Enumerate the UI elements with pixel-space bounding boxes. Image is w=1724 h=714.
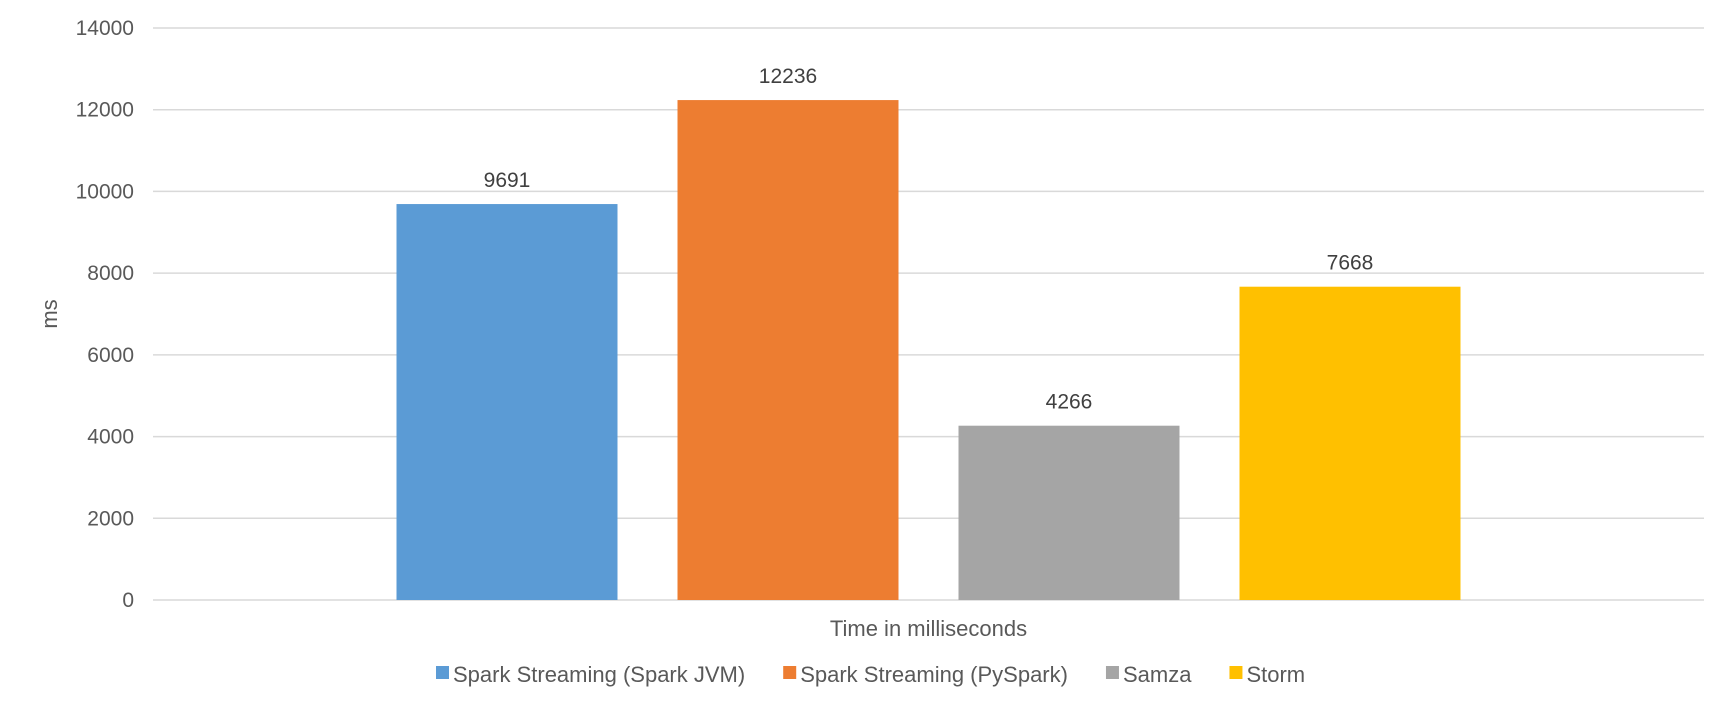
y-tick-label: 6000 [87,344,134,367]
y-tick-label: 8000 [87,262,134,285]
legend-swatch [783,666,797,679]
legend-swatch [1229,666,1243,679]
y-tick-label: 2000 [87,507,134,530]
bar [677,100,899,601]
legend-item: Samza [1105,662,1192,687]
legend-item: Spark Streaming (PySpark) [783,662,1068,687]
bar-data-label: 9691 [484,169,531,192]
bar [396,204,618,601]
legend-label: Spark Streaming (PySpark) [800,662,1068,687]
legend-label: Spark Streaming (Spark JVM) [453,662,745,687]
y-tick-label: 4000 [87,426,134,449]
gridlines [153,27,1704,601]
y-axis-tick-labels: 0 2000 4000 6000 8000 10000 12000 14000 [76,17,134,612]
bar [1239,286,1461,600]
legend-swatch [1105,666,1119,679]
y-tick-label: 12000 [76,99,134,122]
y-axis-title: ms [37,299,62,328]
legend: Spark Streaming (Spark JVM) Spark Streami… [436,662,1305,687]
y-tick-label: 14000 [76,17,134,40]
x-axis-title: Time in milliseconds [830,616,1027,641]
bars [396,100,1461,601]
bar-data-label: 4266 [1046,391,1093,414]
y-tick-label: 0 [122,589,134,612]
bar-data-label: 12236 [759,65,817,88]
legend-swatch [436,666,449,679]
bar [958,425,1180,600]
bar-data-label: 7668 [1327,252,1374,275]
data-labels: 9691 12236 4266 7668 [484,65,1374,414]
y-tick-label: 10000 [76,180,134,203]
legend-label: Samza [1123,662,1192,687]
legend-item: Spark Streaming (Spark JVM) [436,662,745,687]
legend-label: Storm [1246,662,1305,687]
legend-item: Storm [1229,662,1305,687]
